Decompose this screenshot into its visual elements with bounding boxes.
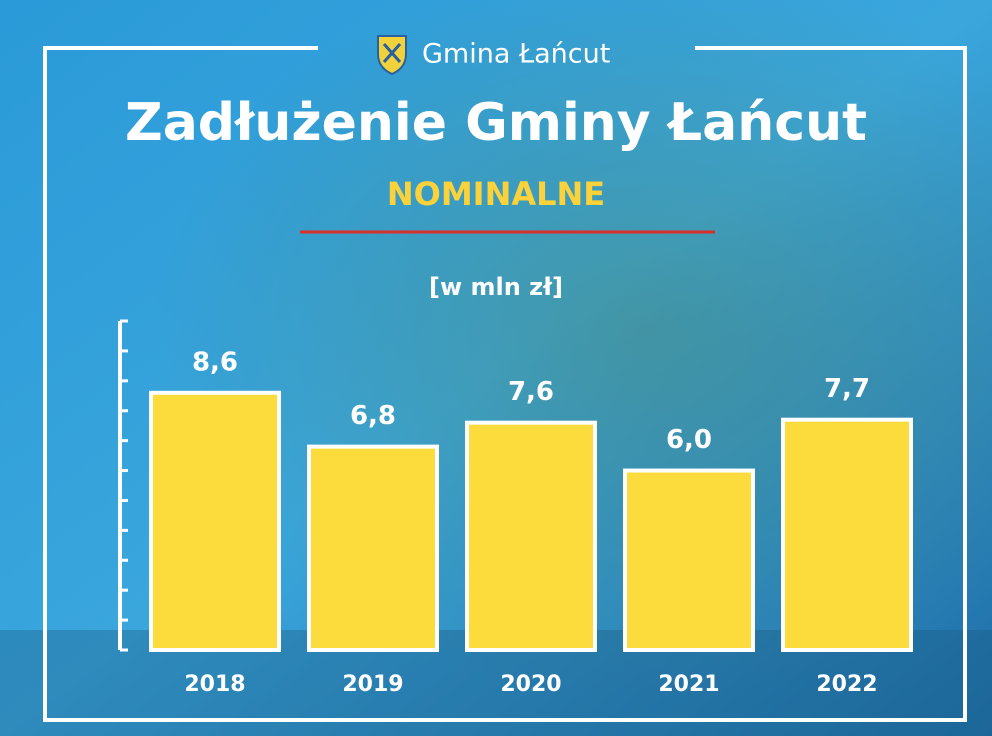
- x-tick-label: 2019: [342, 672, 403, 697]
- x-tick-label: 2021: [658, 672, 719, 697]
- chart: Gmina Łańcut Zadłużenie Gminy Łańcut NOM…: [0, 0, 992, 736]
- unit-label: [w mln zł]: [429, 273, 563, 301]
- bar: [309, 447, 437, 650]
- value-label: 7,6: [508, 377, 554, 407]
- header: Gmina Łańcut: [422, 39, 610, 70]
- chart-subtitle: NOMINALNE: [387, 175, 605, 213]
- value-label: 6,8: [350, 401, 396, 431]
- value-label: 7,7: [824, 374, 870, 404]
- x-tick-label: 2018: [184, 672, 245, 697]
- x-tick-label: 2022: [816, 672, 877, 697]
- value-label: 8,6: [192, 347, 238, 377]
- page: Gmina Łańcut Zadłużenie Gminy Łańcut NOM…: [0, 0, 992, 736]
- x-tick-label: 2020: [500, 672, 561, 697]
- bar: [783, 420, 911, 650]
- chart-title: Zadłużenie Gminy Łańcut: [125, 93, 867, 153]
- bar: [467, 423, 595, 650]
- value-label: 6,0: [666, 425, 712, 455]
- bar: [151, 393, 279, 650]
- bar: [625, 471, 753, 650]
- logo: [378, 36, 406, 74]
